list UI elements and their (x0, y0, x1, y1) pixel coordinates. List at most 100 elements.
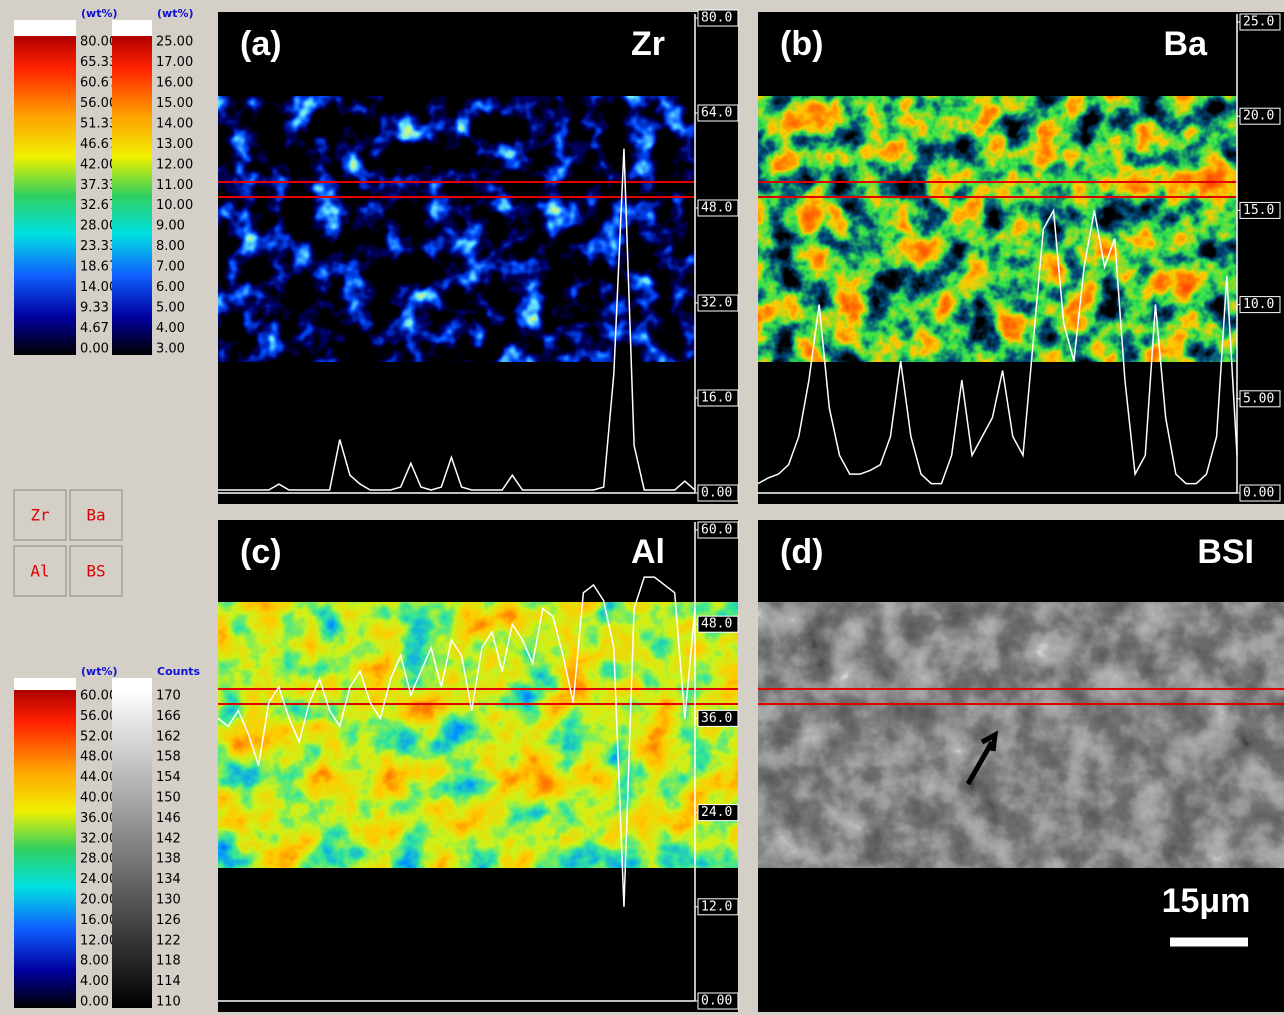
tick-box (1239, 484, 1281, 502)
scale-unit: (wt%) (81, 7, 118, 20)
scale-label: 110 (156, 995, 181, 1010)
scale-label: 18.67 (80, 260, 117, 275)
tick-box (697, 294, 739, 312)
y-tick-label: 5.00 (1243, 391, 1274, 406)
button[interactable] (13, 489, 67, 541)
panel-label: (a) (240, 25, 282, 63)
scale-label: 114 (156, 974, 181, 989)
scale-unit: (wt%) (157, 7, 194, 20)
scale-label: 170 (156, 689, 181, 704)
scale-bar (14, 690, 76, 1008)
y-tick-label: 32.0 (701, 296, 732, 311)
scale-white (112, 20, 152, 36)
scale-label: 5.00 (156, 301, 185, 316)
y-tick-label: 12.0 (701, 899, 732, 914)
scale-label: 40.00 (80, 791, 117, 806)
button-label[interactable]: Zr (30, 506, 50, 525)
tick-box (1239, 13, 1281, 31)
scale-label: 9.33 (80, 301, 109, 316)
scale-label: 14.00 (156, 116, 193, 131)
tick-box (1239, 390, 1281, 408)
scale-label: 150 (156, 791, 181, 806)
scale-label: 4.00 (156, 321, 185, 336)
scale-label: 8.00 (156, 239, 185, 254)
scale-label: 142 (156, 831, 181, 846)
tick-box (697, 104, 739, 122)
scale-label: 126 (156, 913, 181, 928)
line-profile (757, 207, 1238, 485)
scale-label: 24.00 (80, 872, 117, 887)
y-tick-label: 60.0 (701, 523, 732, 538)
scale-label: 4.67 (80, 321, 109, 336)
y-tick-label: 48.0 (701, 617, 732, 632)
scale-bar-label: 15μm (1162, 882, 1251, 920)
tick-box (697, 9, 739, 27)
scale-label: 28.00 (80, 219, 117, 234)
scale-label: 17.00 (156, 55, 193, 70)
y-tick-label: 64.0 (701, 106, 732, 121)
scale-label: 3.00 (156, 342, 185, 357)
scale-label: 46.67 (80, 137, 117, 152)
scale-label: 4.00 (80, 974, 109, 989)
button-label[interactable]: Al (30, 562, 49, 581)
y-tick-label: 48.0 (701, 201, 732, 216)
y-tick-label: 10.0 (1243, 297, 1274, 312)
al-map (218, 602, 738, 868)
panels: 15μm (218, 12, 1284, 1012)
scale-label: 16.00 (156, 75, 193, 90)
scale-label: 60.67 (80, 75, 117, 90)
element-label: Al (631, 533, 665, 571)
y-tick-label: 16.0 (701, 391, 732, 406)
tick-box (697, 199, 739, 217)
scale-label: 37.33 (80, 178, 117, 193)
ba-map (758, 96, 1237, 362)
scale-label: 0.00 (80, 995, 109, 1010)
scale-label: 42.00 (80, 157, 117, 172)
scale-label: 138 (156, 852, 181, 867)
scale-label: 10.00 (156, 198, 193, 213)
button[interactable] (13, 545, 67, 597)
y-tick-label: 15.0 (1243, 203, 1274, 218)
scale-label: 130 (156, 893, 181, 908)
tick-box (1239, 201, 1281, 219)
scale-label: 16.00 (80, 913, 117, 928)
tick-box (697, 389, 739, 407)
bsi-map (758, 602, 1284, 868)
tick-box (1239, 296, 1281, 314)
tick-box (697, 521, 739, 539)
scale-label: 80.00 (80, 35, 117, 50)
scale-label: 52.00 (80, 729, 117, 744)
scale-bar (14, 36, 76, 355)
y-tick-label: 0.00 (1243, 486, 1274, 501)
line-profile (217, 576, 696, 907)
scale-label: 56.00 (80, 709, 117, 724)
scale-label: 32.00 (80, 831, 117, 846)
panel-label: (d) (780, 533, 823, 571)
y-tick-label: 80.0 (701, 11, 732, 26)
tick-box (697, 484, 739, 502)
y-tick-label: 25.0 (1243, 15, 1274, 30)
scale-bar (112, 36, 152, 355)
y-tick-label: 20.0 (1243, 109, 1274, 124)
scale-label: 14.00 (80, 280, 117, 295)
scale-unit: (wt%) (81, 665, 118, 678)
scale-label: 15.00 (156, 96, 193, 111)
scale-label: 23.33 (80, 239, 117, 254)
y-tick-label: 0.00 (701, 994, 732, 1009)
scale-label: 12.00 (156, 157, 193, 172)
button[interactable] (69, 489, 123, 541)
button-label[interactable]: Ba (86, 506, 105, 525)
scale-label: 25.00 (156, 35, 193, 50)
y-tick-label: 36.0 (701, 711, 732, 726)
scale-label: 8.00 (80, 954, 109, 969)
scale-label: 118 (156, 954, 181, 969)
button-label[interactable]: BS (86, 562, 105, 581)
scan-lines (218, 181, 1284, 705)
scale-label: 65.33 (80, 55, 117, 70)
scale-label: 32.67 (80, 198, 117, 213)
button[interactable] (69, 545, 123, 597)
scale-label: 166 (156, 709, 181, 724)
scale-label: 48.00 (80, 750, 117, 765)
